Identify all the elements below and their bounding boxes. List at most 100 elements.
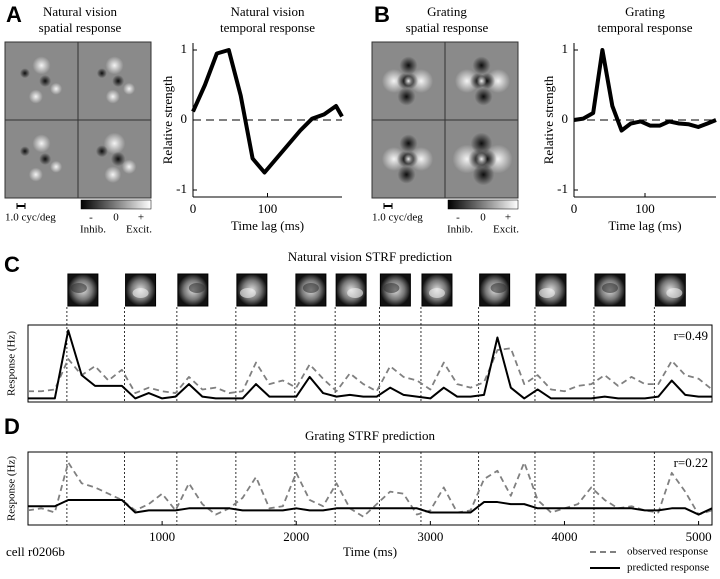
x-axis-label: Time lag (ms) [231,218,304,233]
spatial-title: spatial response [406,20,489,35]
legend-label: observed response [627,546,708,558]
map-blob [104,166,122,184]
x-tick-label: 1000 [149,529,175,544]
colorbar-tick: - [89,212,93,224]
y-axis-label: Response (Hz) [6,456,18,521]
map-blob [472,163,495,186]
x-tick-label: 2000 [283,529,309,544]
map-blob [32,56,51,75]
map-blob [397,165,416,184]
data-line [191,48,344,175]
scale-label: 1.0 cyc/deg [5,212,56,224]
data-line [28,347,713,394]
map-blob [112,75,125,87]
panel-label: D [4,414,20,439]
map-blob [475,153,488,165]
y-tick-label: -1 [176,181,187,196]
y-tick-label: 0 [562,111,569,126]
colorbar-tick: 0 [113,212,119,224]
map-blob [19,68,30,79]
y-axis-label: Relative strength [160,75,175,164]
x-tick-label: 0 [571,201,578,216]
thumbnail-detail [383,283,400,293]
thumbnail-detail [188,283,205,293]
spatial-title: Natural vision [43,4,118,19]
data-line [27,461,713,518]
y-tick-label: 1 [181,41,188,56]
y-tick-label: 1 [562,41,569,56]
map-blob [103,132,126,155]
map-blob [399,56,418,75]
panel-label: C [4,252,20,277]
colorbar-end: Inhib. [80,224,106,236]
map-blob [403,154,414,164]
map-blob [19,146,30,157]
spatial-title: Grating [427,4,467,19]
map-blob [28,89,43,104]
annotation: r=0.49 [674,328,708,343]
data-line [28,498,713,516]
chart-title: Grating [625,4,665,19]
chart-title: Grating STRF prediction [305,428,435,443]
chart-title: Natural vision [230,4,305,19]
thumbnail-detail [538,288,555,298]
map-blob [50,82,63,95]
thumbnail-detail [239,288,256,298]
map-blob [470,132,493,155]
map-blob [121,159,137,174]
colorbar-tick: + [138,212,144,224]
map-blob [39,75,52,87]
x-tick-label: 3000 [417,529,443,544]
map-blob [472,56,491,75]
map-blob [474,87,493,106]
colorbar [80,199,152,210]
thumbnail-detail [666,288,683,298]
thumbnail-detail [601,283,618,293]
map-blob [95,145,108,158]
annotation: r=0.22 [674,455,708,470]
map-blob [50,160,63,173]
thumbnail-detail [428,288,445,298]
data-line [28,329,712,400]
thumbnail-detail [132,288,149,298]
colorbar [447,199,519,210]
x-axis-label: Time lag (ms) [608,218,681,233]
cell-label: cell r0206b [6,544,65,559]
y-axis-label: Response (Hz) [6,331,18,396]
colorbar-tick: 0 [480,212,486,224]
thumbnail-detail [490,283,507,293]
map-blob [39,153,52,165]
map-blob [110,151,126,167]
panel-label: B [374,2,390,27]
map-blob [105,56,124,75]
chart-title: temporal response [598,20,693,35]
x-tick-label: 100 [635,201,655,216]
x-axis-label: Time (ms) [343,544,397,559]
colorbar-tick: + [505,212,511,224]
thumbnail-detail [347,288,364,298]
x-tick-label: 4000 [551,529,577,544]
map-blob [476,76,487,86]
chart-title: Natural vision STRF prediction [288,249,453,264]
x-tick-label: 100 [258,201,278,216]
legend-label: predicted response [627,562,709,574]
data-line [573,48,717,133]
thumbnail-detail [302,283,319,293]
plot-frame [27,451,713,526]
thumbnail-detail [70,283,87,293]
map-blob [96,68,107,79]
map-blob [399,134,418,153]
map-blob [105,89,120,104]
map-blob [397,87,416,106]
y-tick-label: 0 [181,111,188,126]
chart-title: temporal response [220,20,315,35]
map-blob [28,167,43,182]
colorbar-end: Inhib. [447,224,473,236]
x-tick-label: 0 [190,201,197,216]
colorbar-end: Excit. [126,224,152,236]
spatial-title: spatial response [39,20,122,35]
map-blob [123,82,136,95]
panel-label: A [6,2,22,27]
map-blob [32,134,51,153]
